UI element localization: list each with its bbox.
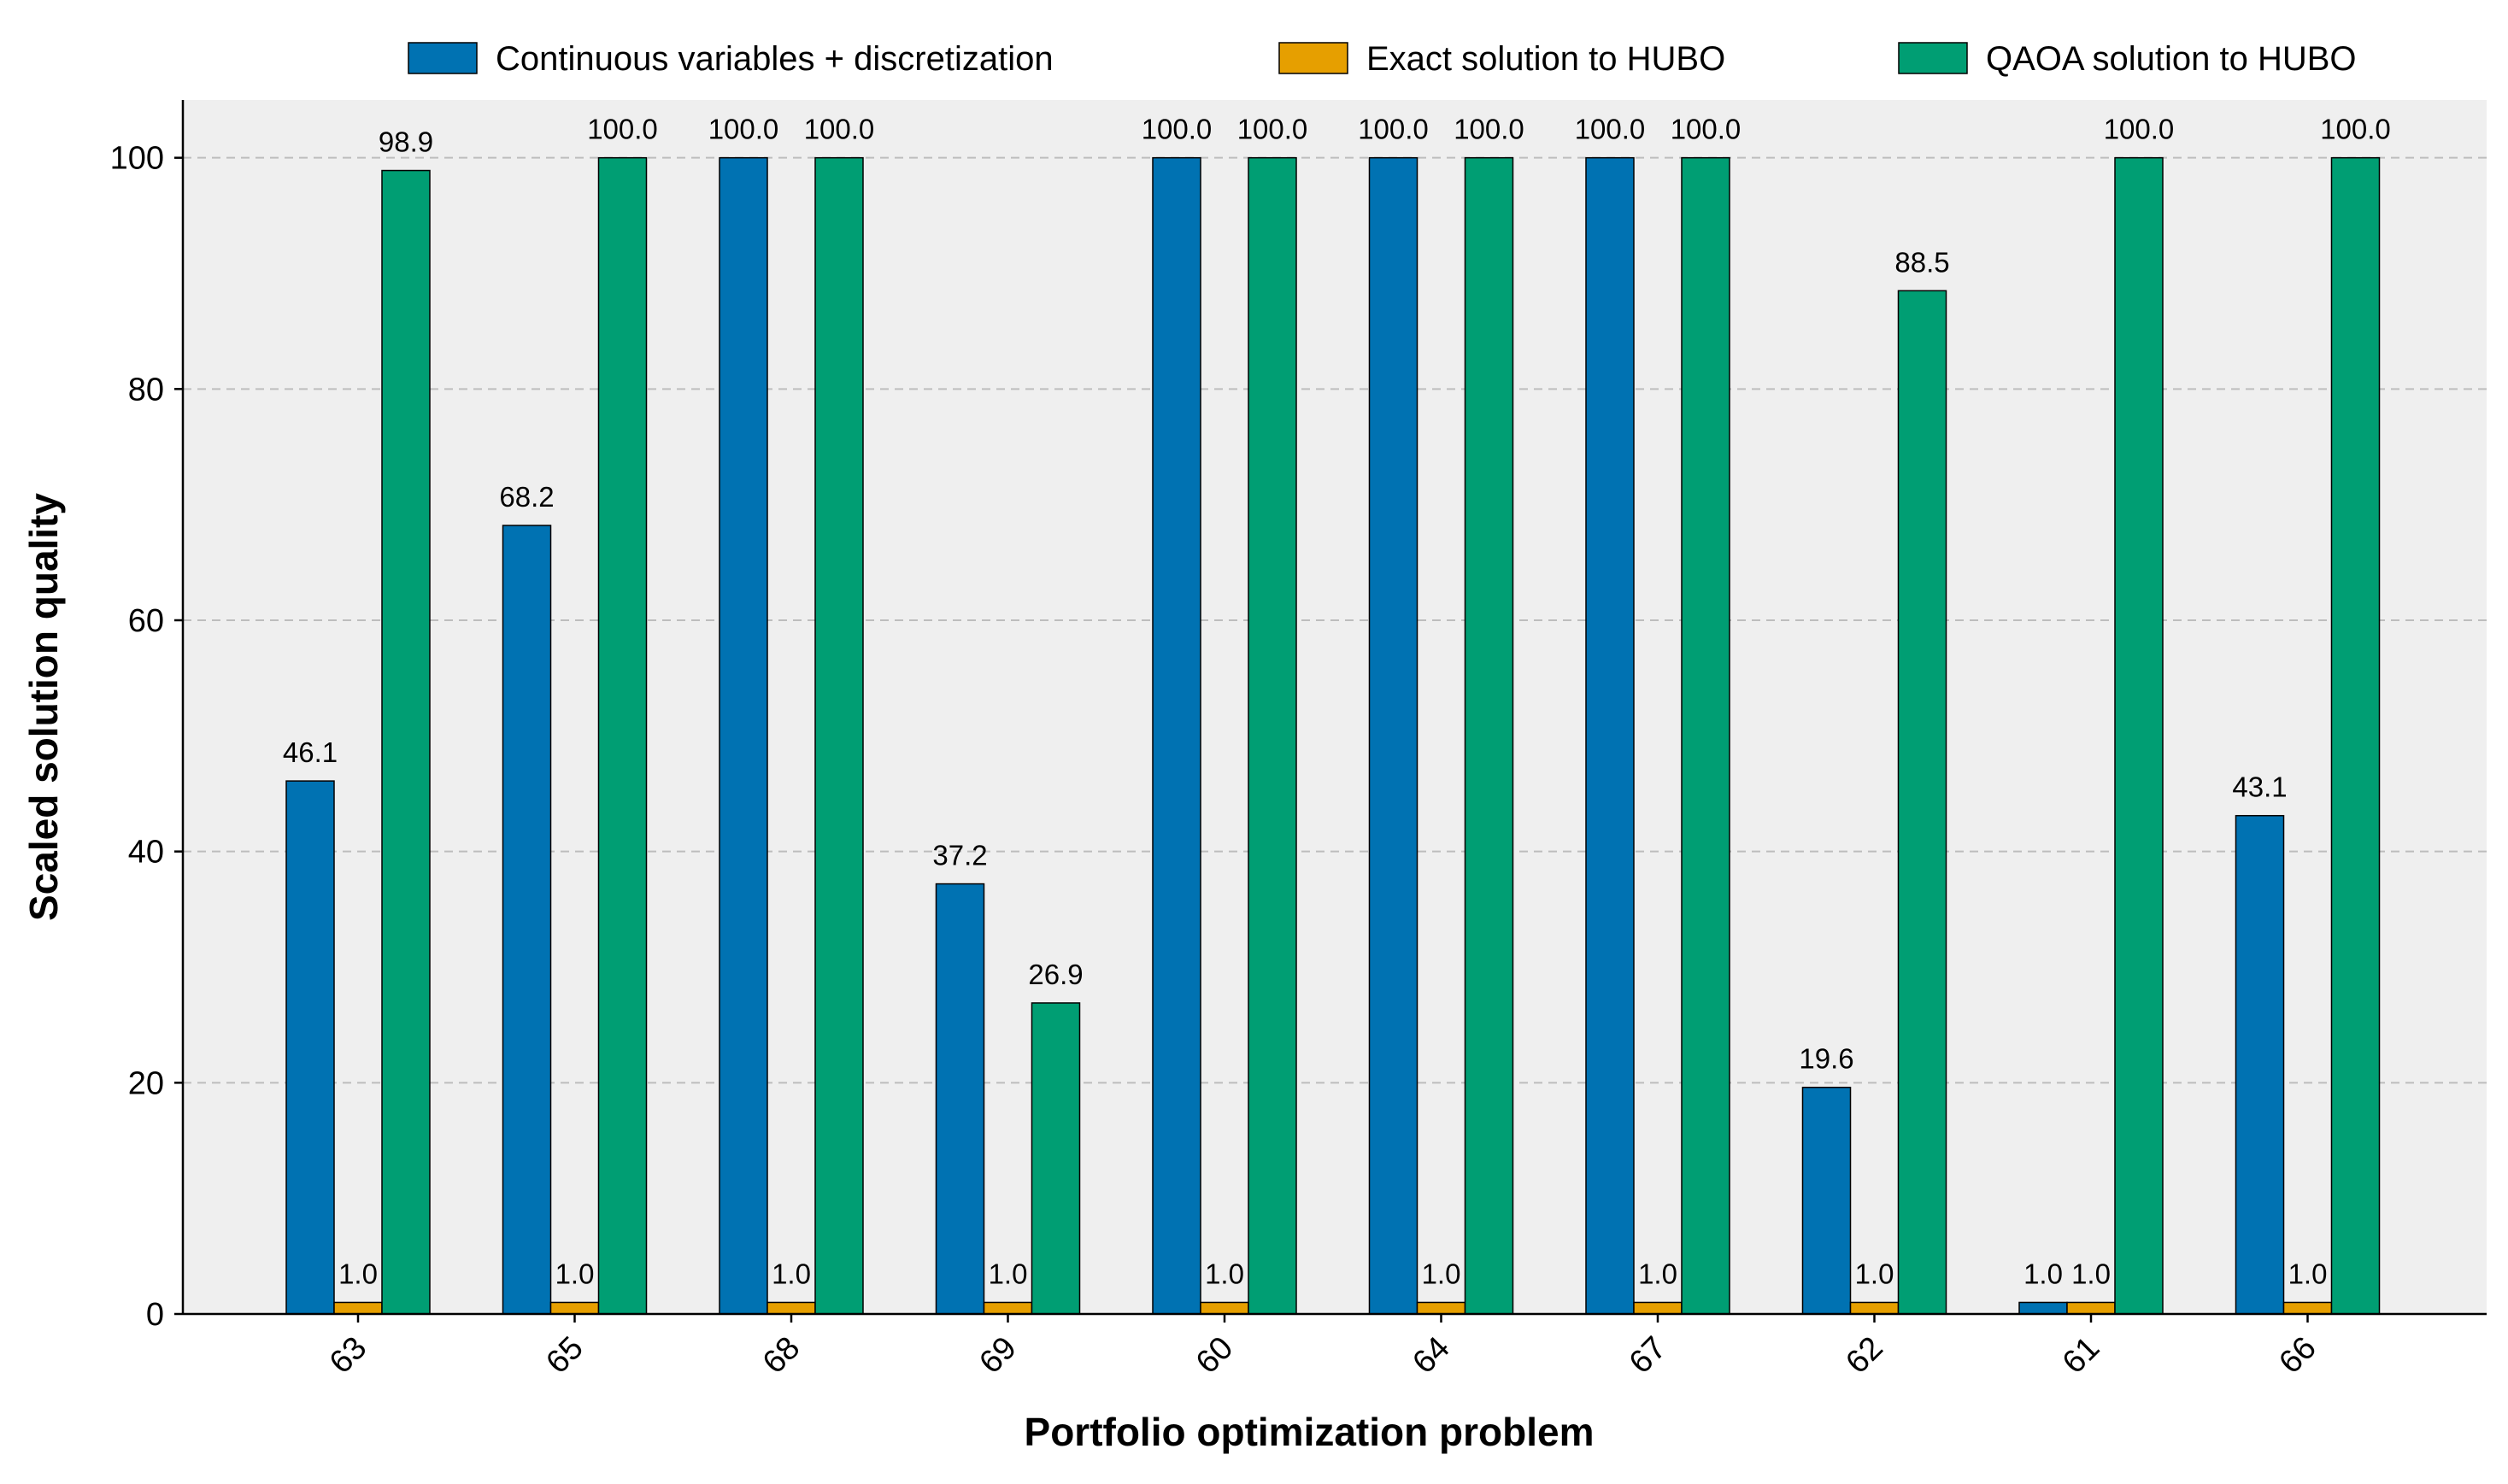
bar	[1801, 1086, 1852, 1315]
legend-item: Continuous variables + discretization	[408, 40, 1054, 78]
x-tick-label: 67	[1623, 1330, 1674, 1381]
bar	[2235, 814, 2285, 1315]
y-axis-title: Scaled solution quality	[21, 493, 66, 921]
data-label: 100.0	[804, 114, 875, 145]
y-tick-label: 40	[128, 835, 164, 871]
x-tick-label: 66	[2272, 1330, 2323, 1381]
bar	[381, 169, 431, 1315]
legend-label: Exact solution to HUBO	[1366, 40, 1725, 78]
data-label: 100.0	[2104, 114, 2175, 145]
data-labels: 46.1 1.0 98.9 68.2 1.0 100.0 100.0 1.0 100.0 37.2…	[283, 114, 2391, 1290]
bar	[1464, 156, 1514, 1315]
bar	[502, 525, 552, 1315]
bar	[2282, 1301, 2333, 1315]
data-label: 98.9	[379, 126, 433, 158]
data-label: 1.0	[1855, 1258, 1894, 1289]
bar	[2018, 1301, 2068, 1315]
bar	[1368, 156, 1418, 1315]
data-label: 100.0	[1671, 114, 1742, 145]
data-label: 1.0	[2071, 1258, 2111, 1289]
y-tick-label: 0	[146, 1297, 164, 1333]
data-label: 100.0	[2320, 114, 2391, 145]
bar	[1633, 1301, 1683, 1315]
bar	[766, 1301, 816, 1315]
x-tick-label: 60	[1189, 1330, 1241, 1381]
bar	[1031, 1002, 1081, 1315]
data-label: 1.0	[2288, 1258, 2328, 1289]
x-tick-label: 61	[2056, 1330, 2107, 1381]
data-label: 1.0	[1422, 1258, 1461, 1289]
bar	[2330, 156, 2381, 1315]
data-label: 1.0	[338, 1258, 378, 1289]
data-label: 100.0	[1454, 114, 1524, 145]
x-tick-label: 64	[1406, 1330, 1457, 1381]
bar	[1248, 156, 1297, 1315]
data-label: 1.0	[555, 1258, 595, 1289]
bar	[1585, 156, 1635, 1315]
data-label: 1.0	[1638, 1258, 1677, 1289]
y-tick-label: 80	[128, 372, 164, 408]
data-label: 100.0	[1358, 114, 1429, 145]
bar	[1681, 156, 1730, 1315]
bar	[1200, 1301, 1249, 1315]
bar	[983, 1301, 1033, 1315]
data-label: 100.0	[1142, 114, 1213, 145]
grid-lines	[183, 156, 2487, 1084]
bar	[935, 883, 985, 1315]
x-tick-label: 69	[972, 1330, 1024, 1381]
data-label: 88.5	[1894, 246, 1949, 278]
data-label: 100.0	[1237, 114, 1308, 145]
data-label: 46.1	[283, 736, 338, 768]
data-label: 37.2	[932, 840, 987, 871]
bar	[1152, 156, 1201, 1315]
y-tick-label: 100	[110, 141, 164, 177]
data-label: 1.0	[1205, 1258, 1244, 1289]
bar	[333, 1301, 383, 1315]
bar	[814, 156, 864, 1315]
bar	[597, 156, 648, 1315]
legend-swatch	[1898, 42, 1968, 74]
plot-area	[183, 100, 2487, 1314]
x-tick-label: 65	[539, 1330, 590, 1381]
bar	[1416, 1301, 1466, 1315]
bar	[1897, 290, 1947, 1315]
data-label: 100.0	[1575, 114, 1646, 145]
bar	[285, 780, 335, 1315]
bar	[2066, 1301, 2116, 1315]
legend: Continuous variables + discretization Exa…	[408, 40, 2357, 78]
data-label: 1.0	[989, 1258, 1028, 1289]
data-label: 43.1	[2232, 771, 2287, 803]
bar	[719, 156, 768, 1315]
x-tick-label: 68	[756, 1330, 808, 1381]
x-tick-label: 63	[323, 1330, 374, 1381]
data-label: 100.0	[587, 114, 658, 145]
data-label: 26.9	[1028, 959, 1083, 990]
legend-item: QAOA solution to HUBO	[1898, 40, 2357, 78]
data-label: 1.0	[2023, 1258, 2063, 1289]
x-tick-label: 62	[1839, 1330, 1890, 1381]
bar	[549, 1301, 600, 1315]
legend-item: Exact solution to HUBO	[1278, 40, 1725, 78]
y-tick-label: 60	[128, 603, 164, 639]
data-label: 100.0	[708, 114, 779, 145]
data-label: 1.0	[772, 1258, 811, 1289]
x-axis-title: Portfolio optimization problem	[1025, 1410, 1595, 1454]
data-label: 19.6	[1799, 1043, 1853, 1075]
legend-swatch	[408, 42, 478, 74]
bar	[2114, 156, 2164, 1315]
data-label: 68.2	[499, 481, 554, 513]
y-tick-label: 20	[128, 1065, 164, 1101]
legend-label: QAOA solution to HUBO	[1986, 40, 2357, 78]
legend-swatch	[1278, 42, 1348, 74]
legend-label: Continuous variables + discretization	[496, 40, 1054, 78]
bar	[1849, 1301, 1900, 1315]
